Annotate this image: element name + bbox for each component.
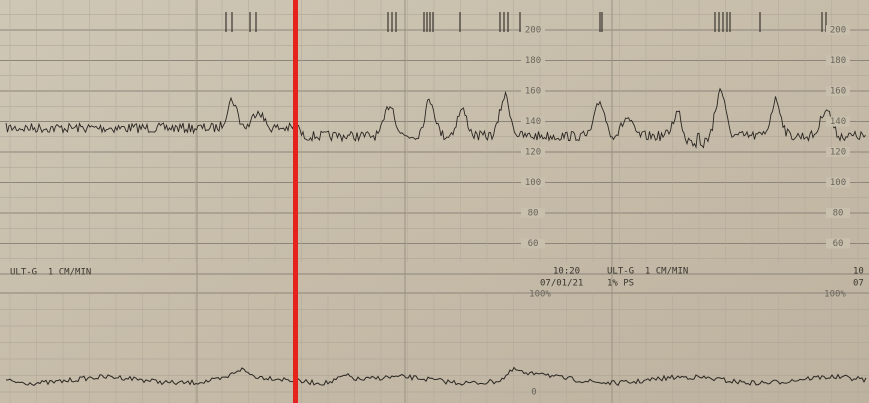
label-bg — [826, 238, 850, 249]
traces — [5, 87, 867, 387]
scale-label: 60 — [528, 239, 539, 249]
scale-label: 140 — [525, 117, 541, 127]
marker-ps: 1% PS — [607, 279, 634, 289]
event-marks — [225, 12, 827, 32]
label-bg — [521, 147, 545, 157]
scale-label: 100 — [830, 178, 846, 188]
toco-top-left: 100% — [529, 290, 551, 300]
scale-label: 200 — [525, 26, 541, 36]
label-bg — [521, 177, 545, 188]
label-bg — [521, 208, 545, 218]
toco-bottom: 0 — [531, 388, 536, 398]
label-bg — [826, 25, 850, 35]
label-bg — [521, 55, 545, 66]
scale-label: 80 — [528, 209, 539, 219]
scale-label: 160 — [525, 87, 541, 97]
scale-label: 120 — [830, 148, 846, 158]
scale-label: 180 — [525, 56, 541, 66]
scale-label: 80 — [833, 209, 844, 219]
fhr-trace — [5, 87, 866, 149]
label-bg — [521, 25, 545, 35]
scale-label: 140 — [830, 117, 846, 127]
left-header: ULT-G 1 CM/MIN — [10, 268, 91, 278]
label-bg — [826, 116, 850, 127]
edge-time: 10 — [853, 267, 864, 277]
marker-date: 07/01/21 — [540, 279, 583, 289]
scale-label: 120 — [525, 148, 541, 158]
scale-label: 180 — [830, 56, 846, 66]
label-bg — [826, 208, 850, 218]
scale-label: 100 — [525, 178, 541, 188]
label-bg — [826, 86, 850, 96]
label-bg — [521, 238, 545, 249]
label-bg — [521, 116, 545, 127]
marker-mode: ULT-G 1 CM/MIN — [607, 267, 688, 277]
scale-label: 160 — [830, 87, 846, 97]
scale-label: 60 — [833, 239, 844, 249]
labels: ULT-G 1 CM/MIN 10:20 07/01/21 ULT-G 1 CM… — [10, 25, 864, 398]
red-marker-line — [293, 0, 298, 403]
toco-top-right: 100% — [824, 290, 846, 300]
label-bg — [826, 55, 850, 66]
marker-time: 10:20 — [553, 267, 580, 277]
label-bg — [521, 86, 545, 96]
edge-date: 07 — [853, 279, 864, 289]
label-bg — [826, 147, 850, 157]
label-bg — [826, 177, 850, 188]
toco-trace — [5, 366, 867, 387]
scale-label: 200 — [830, 26, 846, 36]
